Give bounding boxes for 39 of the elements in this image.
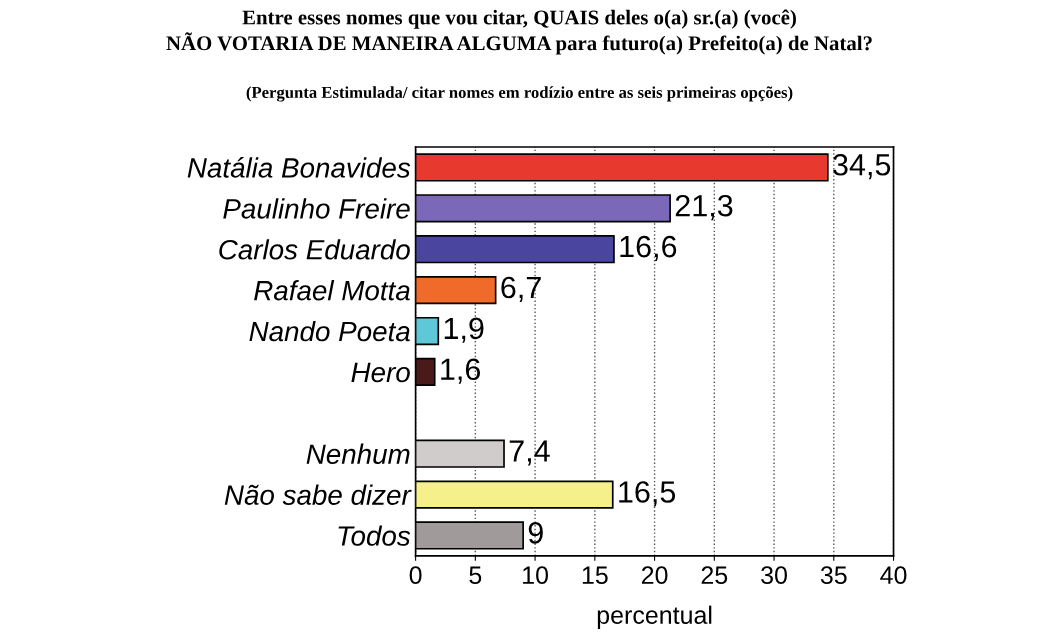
data-label: 9 <box>528 522 543 544</box>
data-label: 1,9 <box>444 317 484 343</box>
chart-subtitle: (Pergunta Estimulada/ citar nomes em rodízio entre as seis primeiras opções) <box>246 86 793 102</box>
y-tick-label: Natália Bonavides <box>187 157 411 178</box>
data-label: 1,6 <box>441 358 481 384</box>
x-tick-label: 20 <box>641 566 668 585</box>
y-tick-label: Rafael Motta <box>254 280 410 301</box>
data-label: 16,5 <box>619 481 676 507</box>
x-tick-label: 10 <box>523 566 549 585</box>
chart-title: Entre esses nomes que vou citar, QUAIS deles o(a) sr.(a) (você) NÃO VOTARIA DE MANEIRA ALGUMA para futuro(a) Prefeito(a) de Natal? <box>166 9 872 55</box>
y-tick-label: Carlos Eduardo <box>219 239 410 260</box>
x-axis-title: percentual <box>597 605 712 629</box>
x-tick-label: 40 <box>880 566 907 585</box>
data-label: 7,4 <box>509 440 550 466</box>
x-tick-label: 5 <box>469 566 482 585</box>
x-tick-label: 25 <box>701 566 728 585</box>
y-tick-label: Nando Poeta <box>249 320 410 342</box>
y-tick-label: Paulinho Freire <box>223 198 410 219</box>
bar <box>415 275 497 305</box>
bar <box>415 480 614 509</box>
x-tick-label: 0 <box>409 566 422 585</box>
bar <box>415 153 829 182</box>
bar <box>415 316 440 346</box>
y-tick-label: Todos <box>338 525 411 546</box>
x-tick-label: 35 <box>820 566 847 585</box>
data-label: 34,5 <box>833 153 891 180</box>
x-tick-label: 30 <box>761 566 787 585</box>
bar <box>415 521 524 550</box>
bar <box>415 357 436 387</box>
bar <box>415 235 615 264</box>
data-label: 16,6 <box>620 235 677 262</box>
bar <box>415 439 505 468</box>
y-tick-label: Nenhum <box>306 443 410 465</box>
bar <box>415 194 671 223</box>
y-tick-label: Hero <box>351 362 410 383</box>
x-tick-label: 15 <box>582 566 608 585</box>
y-tick-label: Não sabe dizer <box>224 484 412 505</box>
data-label: 6,7 <box>501 276 541 302</box>
data-label: 21,3 <box>675 194 733 221</box>
